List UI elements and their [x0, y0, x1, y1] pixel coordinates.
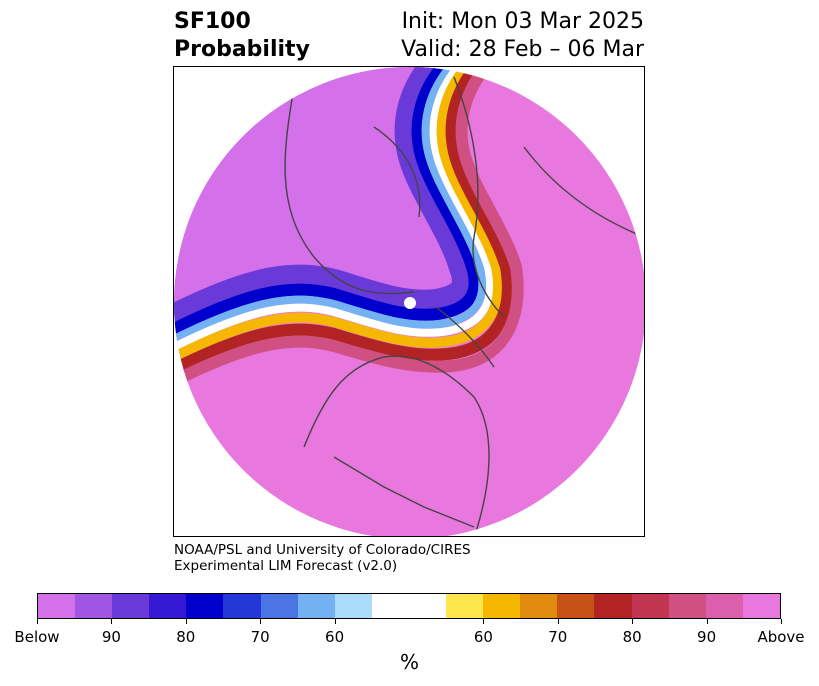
- colorbar-swatch: [186, 594, 224, 618]
- init-date: Init: Mon 03 Mar 2025: [401, 9, 644, 34]
- colorbar-swatch: [149, 594, 187, 618]
- colorbar-swatch: [742, 594, 780, 618]
- colorbar-unit: %: [399, 650, 419, 674]
- colorbar-tick-label: 70: [250, 628, 270, 646]
- credit-line-1: NOAA/PSL and University of Colorado/CIRE…: [174, 542, 471, 558]
- colorbar-tick-mark: [781, 619, 782, 624]
- colorbar-swatch: [594, 594, 632, 618]
- colorbar-swatch: [371, 594, 447, 618]
- valid-date-range: Valid: 28 Feb – 06 Mar: [401, 37, 644, 62]
- band-below-80: [174, 67, 482, 333]
- colorbar-swatch: [260, 594, 298, 618]
- colorbar-tick-mark: [483, 619, 485, 624]
- band-below-90: [174, 67, 481, 335]
- colorbar-tick-mark: [334, 619, 336, 624]
- colorbar-swatch: [75, 594, 113, 618]
- band-above-80: [174, 67, 514, 375]
- colorbar-tick-label: Below: [14, 628, 60, 646]
- colorbar-tick-label: 90: [101, 628, 121, 646]
- colorbar-tick-mark: [557, 619, 559, 624]
- colorbar-swatch: [446, 594, 484, 618]
- colorbar: [37, 593, 781, 619]
- colorbar-swatch: [334, 594, 372, 618]
- colorbar-swatch: [520, 594, 558, 618]
- colorbar-tick-mark: [111, 619, 113, 624]
- coastlines: [284, 76, 644, 536]
- colorbar-tick-label: 60: [325, 628, 345, 646]
- band-below-60: [174, 67, 487, 343]
- credit-text: NOAA/PSL and University of Colorado/CIRE…: [174, 542, 471, 574]
- band-above-60: [174, 67, 503, 362]
- colorbar-swatch: [557, 594, 595, 618]
- colorbar-tick-label: 60: [473, 628, 493, 646]
- colorbar-tick-label: 80: [176, 628, 196, 646]
- colorbar-tick-label: Above: [757, 628, 805, 646]
- colorbar-tick-mark: [185, 619, 187, 624]
- map-title: SF100 Probability: [174, 8, 310, 64]
- colorbar-swatch: [668, 594, 706, 618]
- title-line-2: Probability: [174, 37, 310, 62]
- colorbar-tick-label: 70: [548, 628, 568, 646]
- colorbar-tick-mark: [706, 619, 708, 624]
- colorbar-swatch: [631, 594, 669, 618]
- title-line-1: SF100: [174, 9, 251, 34]
- colorbar-tick-mark: [632, 619, 634, 624]
- forecast-dates: Init: Mon 03 Mar 2025 Valid: 28 Feb – 06…: [401, 8, 644, 64]
- probability-field: [174, 67, 644, 536]
- pole-mask: [404, 297, 416, 309]
- colorbar-swatch: [705, 594, 743, 618]
- colorbar-tick-mark: [37, 619, 38, 624]
- colorbar-swatch: [112, 594, 150, 618]
- colorbar-swatch: [297, 594, 335, 618]
- colorbar-tick-mark: [260, 619, 262, 624]
- colorbar-swatch: [483, 594, 521, 618]
- band-above-90: [174, 67, 524, 387]
- credit-line-2: Experimental LIM Forecast (v2.0): [174, 558, 398, 574]
- colorbar-tick-label: 80: [622, 628, 642, 646]
- polar-map: [174, 67, 644, 536]
- band-neutral: [174, 67, 495, 351]
- map-panel: [173, 66, 645, 537]
- colorbar-tick-label: 90: [697, 628, 717, 646]
- colorbar-swatch: [38, 594, 76, 618]
- colorbar-swatch: [223, 594, 261, 618]
